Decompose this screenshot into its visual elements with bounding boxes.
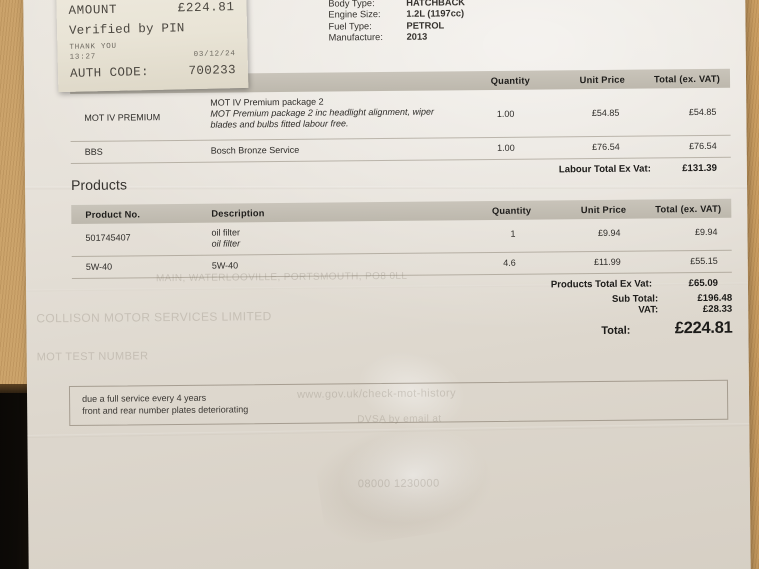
receipt-auth-value: 700233 [188,63,237,79]
products-row-description-main: 5W-40 [211,260,239,271]
vehicle-fuel-type-label: Fuel Type: [328,20,372,32]
receipt-thanks-text: THANK YOU [69,42,117,52]
products-header-product-no: Product No. [85,208,141,220]
products-total-label: Products Total Ex Vat: [550,278,653,291]
total-value: £224.81 [674,318,733,338]
vat-label: VAT: [638,304,659,316]
receipt-auth-label: AUTH CODE: [69,65,150,81]
card-payment-receipt: AMOUNT £224.81 Verified by PIN THANK YOU… [55,0,249,93]
vat-value: £28.33 [702,303,733,315]
products-row-unit-price: £9.94 [597,227,621,238]
vehicle-details-block: Body Type: HATCHBACK Engine Size: 1.2L (… [328,0,465,44]
advisory-notes-box: due a full service every 4 years front a… [68,379,729,427]
products-row-description: 5W-40 [212,259,437,272]
products-row-unit-price: £11.99 [593,256,621,268]
labour-row-total: £76.54 [689,140,717,152]
labour-row-quantity: 1.00 [496,108,515,119]
labour-row-total: £54.85 [688,106,717,118]
vehicle-manufacture-label: Manufacture: [328,32,383,43]
grand-totals-block: Sub Total: £196.48 VAT: £28.33 Total: £2… [502,293,732,340]
products-header-unit-price: Unit Price [580,204,627,215]
labour-row-description: MOT IV Premium package 2 MOT Premium pac… [210,96,435,131]
vehicle-detail-row: Engine Size: 1.2L (1197cc) [328,9,465,22]
receipt-verified-row: Verified by PIN [69,20,235,38]
labour-total-label: Labour Total Ex Vat: [558,163,651,176]
labour-row-quantity: 1.00 [497,142,515,153]
products-row-quantity: 1 [510,228,516,239]
receipt-amount-value: £224.81 [177,0,235,16]
labour-total-value: £131.39 [682,162,717,175]
products-table: Product No. Description Quantity Unit Pr… [71,198,732,295]
labour-row-unit-price: £76.54 [592,141,620,153]
labour-table-row: MOT IV PREMIUM MOT IV Premium package 2 … [70,87,731,143]
total-row: Total: £224.81 [502,319,732,340]
sub-total-value: £196.48 [697,292,733,305]
products-header-quantity: Quantity [491,205,532,216]
vat-row: VAT: £28.33 [502,304,732,317]
products-row-product-no: 501745407 [85,232,131,243]
labour-row-code: MOT IV PREMIUM [84,112,161,123]
products-row-total: £9.94 [694,226,718,238]
labour-row-code: BBS [84,146,103,157]
products-header-description: Description [211,207,265,219]
products-section-title: Products [70,176,128,194]
products-row-description: oil filter oil filter [211,226,436,250]
labour-row-unit-price: £54.85 [591,107,620,119]
vehicle-engine-size-value: 1.2L (1197cc) [406,8,465,20]
labour-header-quantity: Quantity [490,75,531,86]
products-row-description-sub: oil filter [211,238,241,249]
products-header-total: Total (ex. VAT) [655,203,722,214]
products-row-product-no: 5W-40 [85,261,113,272]
receipt-datetime-row: 13:27 03/12/24 [70,50,236,62]
vehicle-manufacture-value: 2013 [406,31,428,43]
receipt-auth-row: AUTH CODE: 700233 [70,63,236,81]
vehicle-detail-row: Manufacture: 2013 [329,31,466,44]
receipt-verified-text: Verified by PIN [68,21,185,38]
labour-header-total: Total (ex. VAT) [653,73,721,84]
labour-row-description: Bosch Bronze Service [211,144,436,157]
receipt-date: 03/12/24 [193,50,236,60]
total-label: Total: [601,324,631,337]
vehicle-engine-size-label: Engine Size: [328,9,381,20]
products-row-quantity: 4.6 [503,257,516,268]
labour-row-description-sub: MOT Premium package 2 inc headlight alig… [210,106,434,130]
products-total-value: £65.09 [688,277,719,290]
products-row-total: £55.15 [690,255,718,267]
receipt-amount-label: AMOUNT [68,2,118,18]
labour-header-unit-price: Unit Price [579,74,626,85]
receipt-time: 13:27 [69,53,97,62]
receipt-amount-row: AMOUNT £224.81 [68,0,234,18]
vehicle-fuel-type-value: PETROL [406,20,445,31]
labour-row-description-main: Bosch Bronze Service [210,144,300,156]
